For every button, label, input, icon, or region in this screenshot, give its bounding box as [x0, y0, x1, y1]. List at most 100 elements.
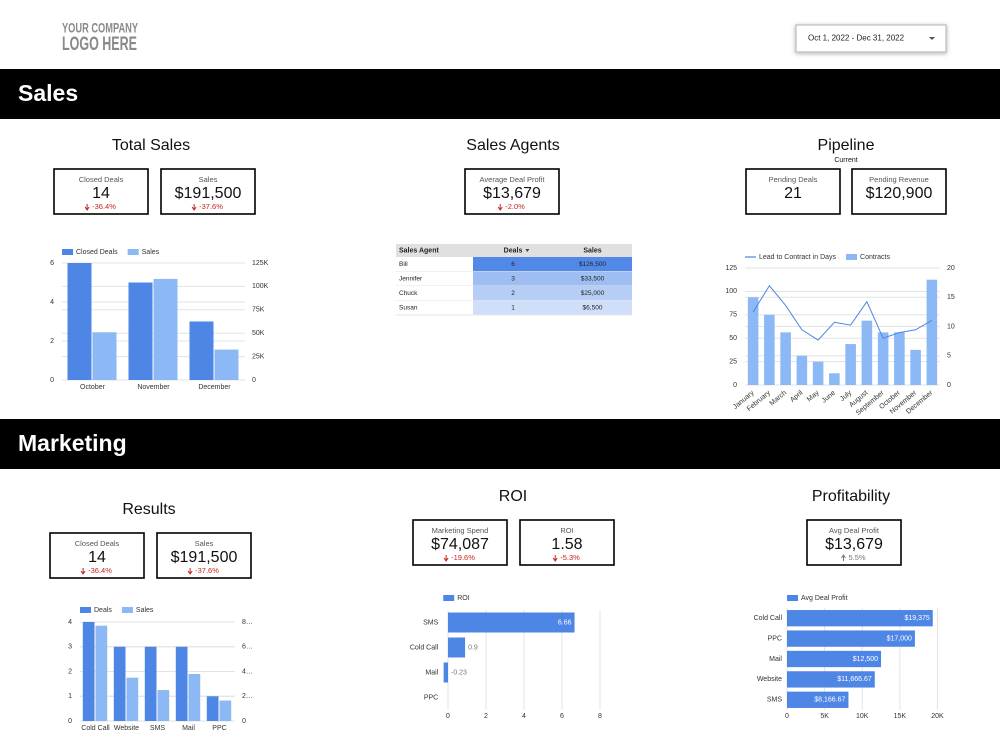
y2-tick-label: 4…: [242, 668, 253, 675]
delta-arrow: [841, 554, 846, 561]
scorecard: [745, 168, 841, 215]
y2-tick-label: 0: [242, 718, 246, 725]
y-tick-label: 4: [68, 619, 72, 626]
y2-tick-label: 100K: [252, 283, 269, 290]
scorecard-label: Avg Deal Profit: [829, 526, 880, 535]
bar: [829, 373, 840, 385]
scorecard: [160, 168, 256, 215]
delta-arrow: [80, 568, 86, 575]
scorecard-label: Sales: [199, 175, 218, 184]
x-tick-label: 5K: [820, 713, 829, 720]
scorecard-value: 21: [784, 185, 802, 202]
y2-tick-label: 0: [252, 377, 256, 384]
x-tick-label: November: [137, 384, 170, 391]
scorecard: [49, 532, 145, 579]
table-header-cell: Sales Agent: [399, 247, 439, 254]
legend-swatch: [121, 607, 133, 613]
legend-swatch: [127, 249, 139, 255]
scorecard-label: Sales: [195, 539, 214, 548]
y-tick-label: PPC: [424, 694, 438, 701]
data-label: 6.66: [558, 619, 572, 626]
bar: [877, 332, 889, 385]
scorecard-delta: -37.6%: [195, 566, 219, 575]
table-cell: $25,000: [581, 290, 605, 297]
heat-cell: [553, 286, 632, 301]
data-label: 0.9: [468, 644, 478, 651]
table-header-cell: Sales: [583, 247, 601, 254]
table-cell: Bill: [399, 261, 408, 268]
y-tick-label: 125: [725, 265, 737, 272]
x-tick-label: October: [80, 384, 106, 391]
date-dropdown[interactable]: [795, 24, 947, 53]
y-tick-label: Mail: [769, 656, 782, 663]
bar: [747, 297, 759, 385]
scorecard-label: Closed Deals: [75, 539, 120, 548]
bar: [894, 332, 905, 385]
y-tick-label: PPC: [768, 635, 782, 642]
bar: [219, 700, 232, 721]
x-tick-label: March: [769, 390, 788, 408]
bar: [153, 278, 178, 380]
table-cell: 3: [511, 275, 515, 282]
scorecard-delta: -2.0%: [505, 202, 525, 211]
data-label: $17,000: [887, 635, 912, 642]
panel-title: Profitability: [812, 488, 890, 505]
date-range[interactable]: Oct 1, 2022 - Dec 31, 2022: [808, 34, 905, 43]
section-bar: [0, 69, 1000, 119]
delta-arrow: [552, 555, 558, 562]
y2-tick-label: 25K: [252, 353, 265, 360]
y-tick-label: 75: [729, 312, 737, 319]
bar: [787, 671, 875, 688]
y-tick-label: 50: [729, 335, 737, 342]
legend-label: Deals: [94, 607, 112, 614]
bar: [214, 349, 239, 380]
delta-arrow: [191, 204, 197, 211]
x-tick-label: PPC: [212, 725, 226, 732]
y-tick-label: SMS: [423, 619, 439, 626]
section-title: Sales: [18, 80, 78, 106]
y-tick-label: 25: [729, 358, 737, 365]
x-tick-label: April: [789, 389, 805, 404]
y-tick-label: SMS: [767, 697, 783, 704]
bar: [95, 625, 108, 721]
bar: [787, 691, 849, 708]
scorecard-label: Closed Deals: [79, 175, 124, 184]
data-label: $11,666.67: [837, 676, 872, 683]
y2-tick-label: 2…: [242, 693, 253, 700]
y2-tick-label: 0: [947, 382, 951, 389]
table-cell: 1: [511, 304, 515, 311]
data-label: $19,375: [904, 615, 929, 622]
bar: [812, 361, 824, 385]
bar: [845, 344, 856, 385]
legend-swatch: [62, 249, 73, 255]
sort-indicator: [525, 249, 530, 252]
table-cell: $126,500: [579, 261, 606, 268]
table-header-cell: Deals: [504, 247, 523, 254]
bar: [787, 630, 915, 647]
panel-title: ROI: [499, 488, 527, 505]
scorecard-delta: -37.6%: [199, 202, 223, 211]
y2-tick-label: 5: [947, 353, 951, 360]
scorecard: [156, 532, 252, 579]
scorecard-label: Pending Deals: [769, 175, 818, 184]
y2-tick-label: 6…: [242, 644, 253, 651]
bar: [82, 622, 95, 721]
logo-line: LOGO HERE: [62, 34, 137, 55]
bar: [67, 263, 92, 380]
bar: [157, 690, 170, 721]
bar: [443, 662, 448, 683]
dropdown-arrow[interactable]: [929, 37, 935, 40]
table-cell: 6: [511, 261, 515, 268]
y-tick-label: 0: [50, 377, 54, 384]
scorecard-label: Pending Revenue: [869, 175, 929, 184]
y-tick-label: 0: [733, 382, 737, 389]
table-header: [396, 244, 632, 257]
scorecard-delta: -5.3%: [560, 553, 580, 562]
y-tick-label: Cold Call: [754, 615, 783, 622]
table-cell: Chuck: [399, 290, 418, 297]
scorecard-delta: 5.5%: [848, 553, 865, 562]
panel-title: Pipeline: [818, 137, 875, 154]
bar: [764, 314, 775, 385]
table-cell: 2: [511, 290, 515, 297]
scorecard-value: 1.58: [551, 536, 582, 553]
